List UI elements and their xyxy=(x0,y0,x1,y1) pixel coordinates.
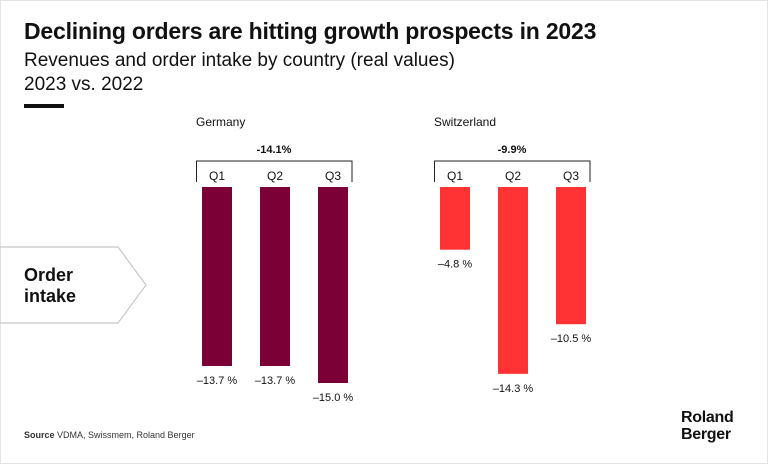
summary-label-switzerland: -9.9% xyxy=(498,144,527,156)
logo-line1: Roland xyxy=(681,409,734,426)
title-rule xyxy=(24,104,64,108)
data-label-switzerland-q3: –10.5 % xyxy=(551,333,592,345)
bracket-germany xyxy=(196,160,353,182)
category-label-germany-q3: Q3 xyxy=(325,169,341,183)
bar-switzerland-q1 xyxy=(440,187,470,250)
bracket-switzerland xyxy=(434,160,591,182)
logo-line2: Berger xyxy=(681,426,731,443)
category-label-germany-q2: Q2 xyxy=(267,169,283,183)
source-label: Source xyxy=(24,430,55,440)
bar-germany-q3 xyxy=(318,187,348,383)
panel-title-germany: Germany xyxy=(196,115,245,129)
source-text: VDMA, Swissmem, Roland Berger xyxy=(57,430,195,440)
category-label-germany-q1: Q1 xyxy=(209,169,225,183)
chart-title: Declining orders are hitting growth pros… xyxy=(24,18,597,44)
roland-berger-logo: Roland Berger xyxy=(681,409,734,443)
bar-switzerland-q3 xyxy=(556,187,586,325)
data-label-switzerland-q1: –4.8 % xyxy=(438,259,472,271)
row-label-line1: Order xyxy=(24,265,74,285)
data-label-germany-q3: –15.0 % xyxy=(313,392,354,404)
row-label-order-intake: Order intake xyxy=(24,265,76,307)
category-label-switzerland-q1: Q1 xyxy=(447,169,463,183)
panel-title-switzerland: Switzerland xyxy=(434,115,496,129)
data-label-germany-q1: –13.7 % xyxy=(197,375,238,387)
row-chevron-shape xyxy=(0,246,147,324)
row-label-line2: intake xyxy=(24,286,77,306)
bar-germany-q2 xyxy=(260,187,290,367)
chart-subtitle: Revenues and order intake by country (re… xyxy=(24,50,455,71)
data-label-switzerland-q2: –14.3 % xyxy=(493,383,534,395)
source-note: Source VDMA, Swissmem, Roland Berger xyxy=(24,430,195,440)
category-label-switzerland-q2: Q2 xyxy=(505,169,521,183)
category-label-switzerland-q3: Q3 xyxy=(563,169,579,183)
chart-period: 2023 vs. 2022 xyxy=(24,74,144,95)
bar-germany-q1 xyxy=(202,187,232,367)
data-label-germany-q2: –13.7 % xyxy=(255,375,296,387)
summary-label-germany: -14.1% xyxy=(257,144,292,156)
bar-switzerland-q2 xyxy=(498,187,528,374)
